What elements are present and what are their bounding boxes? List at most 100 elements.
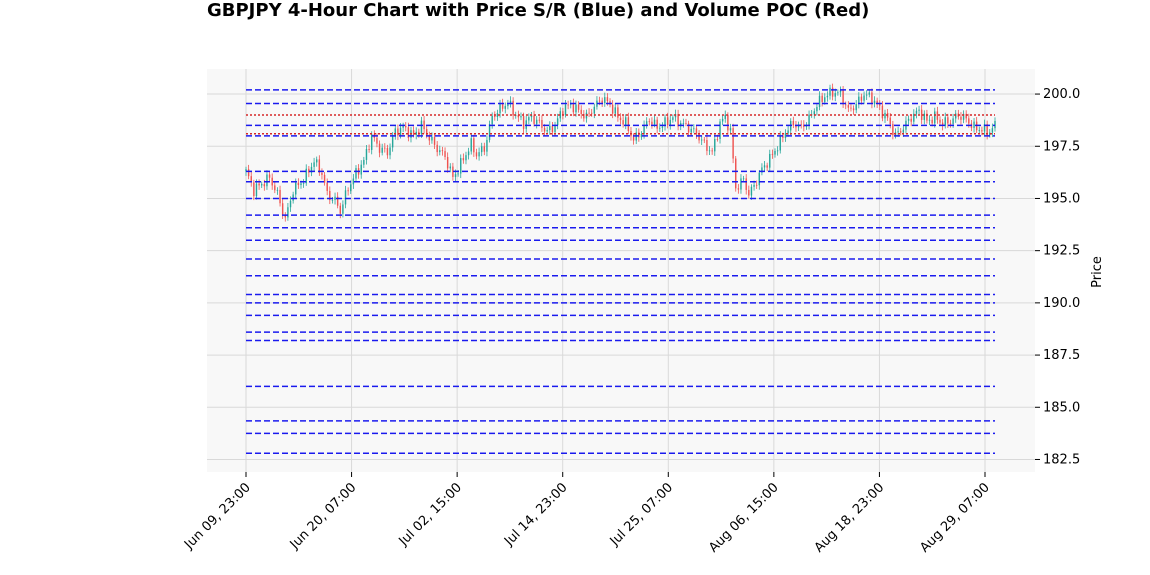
candle-body <box>902 129 905 133</box>
candle-body <box>989 132 991 135</box>
y-tick-label: 197.5 <box>1043 139 1080 154</box>
candle-body <box>575 104 577 113</box>
candle-body <box>661 126 664 128</box>
candle-body <box>556 118 559 126</box>
candle-body <box>368 148 370 150</box>
candle-body <box>533 115 535 124</box>
candle-body <box>750 186 753 196</box>
candle-body <box>504 106 506 109</box>
candle-body <box>876 100 878 105</box>
candle-body <box>577 104 580 110</box>
candles <box>245 83 996 222</box>
candle-body <box>308 168 310 173</box>
candle-body <box>881 105 884 119</box>
candle-body <box>297 182 300 186</box>
candle-body <box>907 118 910 121</box>
candle-body <box>954 113 957 119</box>
candle-body <box>863 95 865 101</box>
x-tick-label: Aug 06, 15:00 <box>706 480 782 556</box>
candle-body <box>439 150 441 153</box>
candle-body <box>405 125 407 128</box>
candle-body <box>412 130 415 135</box>
candle-body <box>834 93 836 97</box>
candle-body <box>370 134 373 150</box>
candle-body <box>816 106 818 112</box>
candle-body <box>253 182 255 197</box>
candle-body <box>659 127 661 129</box>
candle-body <box>968 118 970 124</box>
candle-body <box>491 115 493 125</box>
candle-body <box>755 184 758 186</box>
candle-body <box>535 119 538 124</box>
candle-body <box>284 214 287 218</box>
candle-body <box>703 139 706 141</box>
candle-body <box>651 121 653 125</box>
y-tick-label: 195.0 <box>1043 191 1080 206</box>
x-tick-label: Aug 18, 23:00 <box>812 480 888 556</box>
candle-body <box>323 174 326 183</box>
candle-body <box>522 116 525 129</box>
candle-body <box>480 146 483 153</box>
candle-body <box>774 151 776 155</box>
candle-body <box>939 119 941 123</box>
candle-body <box>714 138 716 152</box>
y-axis-label: Price <box>1090 256 1105 288</box>
candle-body <box>355 168 357 179</box>
candle-body <box>824 97 826 102</box>
candle-body <box>546 130 548 132</box>
candle-body <box>562 111 564 115</box>
candle-body <box>708 150 711 152</box>
candle-body <box>538 119 541 121</box>
candle-body <box>889 117 891 125</box>
candle-body <box>315 159 318 163</box>
candle-body <box>687 123 690 133</box>
candle-body <box>397 128 399 136</box>
candle-body <box>554 125 556 133</box>
candle-body <box>892 124 894 136</box>
candle-body <box>386 148 389 156</box>
candle-body <box>748 189 750 196</box>
candle-body <box>782 135 784 138</box>
candle-body <box>441 150 444 152</box>
candle-body <box>900 131 902 133</box>
candle-body <box>826 95 829 98</box>
candle-body <box>428 135 431 141</box>
candle-body <box>289 200 292 208</box>
candle-body <box>528 117 530 121</box>
candle-body <box>808 114 810 125</box>
candle-body <box>737 188 740 190</box>
candle-body <box>800 124 802 126</box>
candle-body <box>250 176 252 183</box>
candle-body <box>622 120 624 125</box>
candle-body <box>260 184 263 186</box>
candle-body <box>444 151 446 158</box>
candle-body <box>727 114 729 131</box>
x-axis: Jun 09, 23:00 Jun 20, 07:00 Jul 02, 15:00 J… <box>181 472 993 556</box>
candle-body <box>852 108 855 111</box>
candle-body <box>541 120 543 128</box>
candle-body <box>910 118 912 122</box>
y-tick-label: 187.5 <box>1043 348 1080 363</box>
candle-body <box>839 90 842 93</box>
candle-body <box>690 128 692 133</box>
candle-body <box>732 128 734 159</box>
candle-body <box>352 178 355 185</box>
candle-body <box>329 190 331 201</box>
candle-body <box>295 182 297 195</box>
candle-body <box>669 119 671 126</box>
candle-body <box>672 117 674 120</box>
candle-body <box>745 178 747 190</box>
candle-body <box>446 157 449 169</box>
candle-body <box>465 155 467 161</box>
candle-body <box>666 117 669 126</box>
candle-body <box>350 184 352 192</box>
candle-body <box>926 113 928 121</box>
candle-body <box>394 128 396 137</box>
candle-body <box>347 190 349 192</box>
x-tick-label: Aug 29, 07:00 <box>917 480 993 556</box>
candle-body <box>512 100 514 116</box>
candle-body <box>310 166 313 173</box>
candle-body <box>376 137 378 144</box>
candle-body <box>766 165 768 168</box>
candle-body <box>682 123 685 124</box>
